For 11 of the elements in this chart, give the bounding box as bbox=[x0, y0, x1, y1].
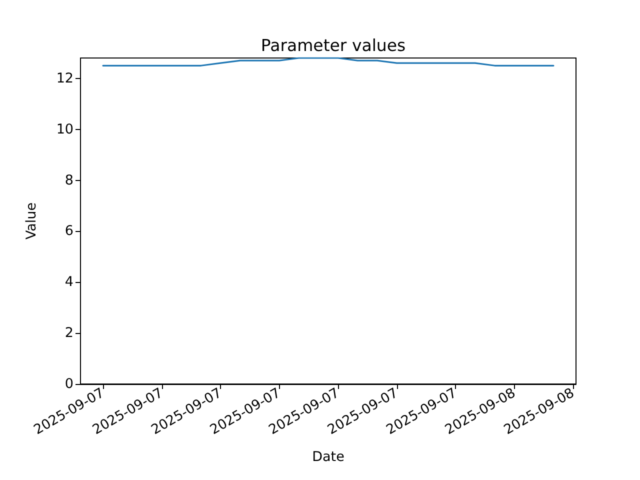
y-tick-label: 10 bbox=[56, 121, 74, 138]
y-tick-label: 0 bbox=[64, 376, 74, 392]
line-series bbox=[102, 57, 554, 66]
x-axis-title: Date bbox=[312, 449, 344, 465]
y-axis-title: Value bbox=[24, 202, 40, 240]
y-tick-label: 4 bbox=[64, 274, 74, 290]
y-tick-label: 2 bbox=[64, 325, 74, 342]
chart-title: Parameter values bbox=[260, 36, 406, 55]
y-tick-label: 8 bbox=[64, 172, 74, 188]
y-tick-label: 6 bbox=[64, 223, 74, 240]
y-tick-label: 12 bbox=[56, 70, 74, 86]
